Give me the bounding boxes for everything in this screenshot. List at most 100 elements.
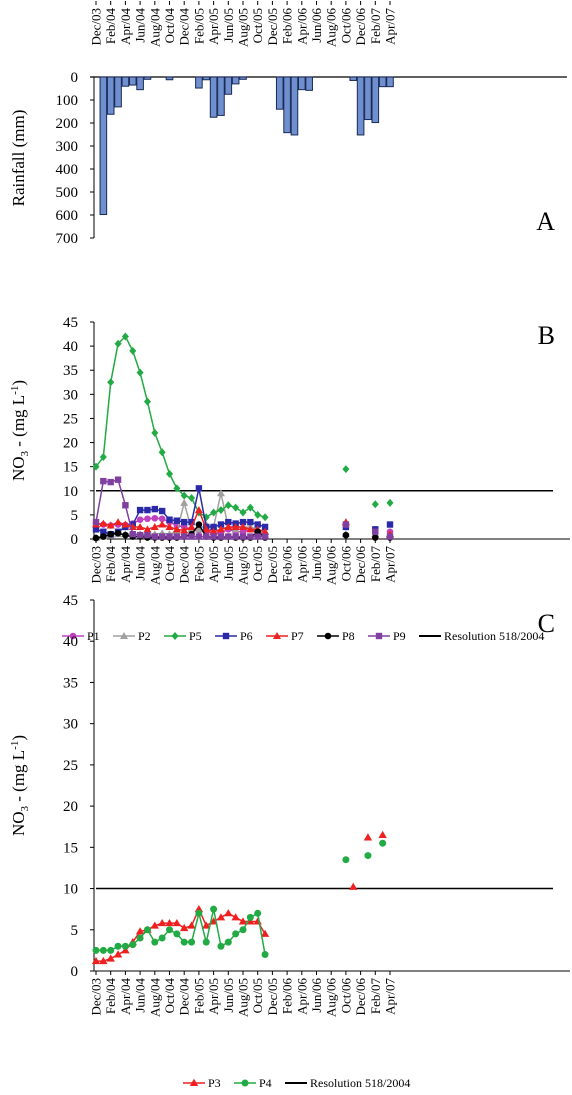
chart-c-point-p3 xyxy=(91,956,101,965)
chart-b-point-p9 xyxy=(151,533,158,540)
chart-b-x-tick-label: Aug/06 xyxy=(324,546,339,586)
chart-b-point-p2 xyxy=(216,489,225,497)
chart-a-bar xyxy=(305,76,313,91)
chart-b-point-p9 xyxy=(92,518,100,526)
chart-c-x-tick-label: Oct/05 xyxy=(250,978,265,1013)
chart-b-x-tick-label: Jun/04 xyxy=(133,546,148,581)
chart-c-x-tick-label: Feb/04 xyxy=(103,978,118,1015)
chart-b-point-p7 xyxy=(202,525,211,533)
chart-c-point-p4 xyxy=(107,946,115,954)
chart-c-point-p4 xyxy=(121,942,129,950)
chart-c-point-p4 xyxy=(232,930,240,938)
chart-b-x-tick-label: Oct/06 xyxy=(338,546,353,582)
chart-b-x-tick-label: Feb/07 xyxy=(368,546,383,583)
chart-c-point-p4 xyxy=(99,946,107,954)
chart-a-bar xyxy=(356,76,365,136)
chart-b-point-p8 xyxy=(122,531,129,539)
chart-a-bar xyxy=(231,76,240,85)
chart-a-y-tick-label: 100 xyxy=(56,93,79,109)
chart-b-panel-label: B xyxy=(538,321,555,350)
chart-a-bar xyxy=(121,76,130,87)
chart-b-x-tick-label: Aug/04 xyxy=(147,546,162,586)
chart-a-x-tick-label: Feb/06 xyxy=(280,8,295,45)
chart-b-x-tick-label: Apr/05 xyxy=(206,546,221,583)
chart-b-x-tick-label: Oct/05 xyxy=(250,546,265,581)
chart-c-point-p4 xyxy=(166,926,173,934)
chart-c-point-p3 xyxy=(165,918,174,927)
chart-c-x-tick-label: Aug/05 xyxy=(236,978,251,1017)
chart-b-point-p7 xyxy=(136,522,145,530)
chart-b-legend-marker-p2 xyxy=(120,632,128,639)
chart-c-y-tick-label: 5 xyxy=(71,923,79,939)
chart-c-x-tick-label: Apr/05 xyxy=(206,978,221,1015)
chart-a-x-tick-label: Aug/05 xyxy=(236,8,251,47)
chart-c-point-p3 xyxy=(135,927,145,935)
chart-c-point-p3 xyxy=(194,904,204,913)
chart-c-point-p4 xyxy=(188,938,196,946)
chart-c-x-tick-label: Dec/06 xyxy=(353,978,368,1016)
chart-b-point-p6 xyxy=(144,506,151,514)
chart-b-point-p6 xyxy=(254,521,261,528)
chart-b-legend-label-p5: P5 xyxy=(189,629,202,643)
chart-c-point-p4 xyxy=(210,905,218,913)
chart-c-x-tick-label: Feb/07 xyxy=(368,978,383,1015)
chart-b-x-tick-label: Aug/05 xyxy=(236,546,251,585)
chart-c-y-tick-label: 40 xyxy=(63,634,78,650)
chart-c-x-tick-label: Feb/06 xyxy=(280,978,295,1015)
chart-b-point-p6 xyxy=(181,518,188,526)
chart-c-x-tick-label: Aug/04 xyxy=(147,978,162,1018)
chart-c-legend-label-p4: P4 xyxy=(259,1076,272,1090)
chart-c-point-p4 xyxy=(195,909,203,917)
chart-b-x-tick-label: Dec/05 xyxy=(265,546,280,584)
chart-b-point-p6 xyxy=(386,521,394,528)
chart-b-point-p8 xyxy=(114,529,122,537)
chart-b-x-tick-label: Oct/04 xyxy=(162,546,177,582)
chart-c-point-p4 xyxy=(173,930,181,938)
chart-b-point-p7 xyxy=(180,526,189,534)
chart-b-y-axis-title: NO3 - (mg L-1) xyxy=(9,380,31,481)
chart-b-y-tick-label: 40 xyxy=(63,339,78,355)
chart-b-point-p9 xyxy=(107,478,114,486)
chart-a-bar xyxy=(143,76,152,80)
chart-a: Dec/03 Feb/04 Apr/04 Jun/04 Aug/04 Oct/04 Dec/… xyxy=(9,1,567,247)
chart-b-point-p9 xyxy=(181,533,188,540)
chart-c-point-p3 xyxy=(106,954,115,962)
chart-b-point-p6 xyxy=(166,516,173,523)
chart-b-legend-label-p8: P8 xyxy=(342,629,355,643)
chart-c-legend-marker-p3 xyxy=(189,1078,199,1086)
chart-b-point-p9 xyxy=(386,533,394,540)
chart-b-point-p9 xyxy=(195,533,203,540)
chart-a-y-tick-label: 300 xyxy=(56,139,79,155)
chart-c-x-tick-label: Dec/04 xyxy=(177,978,192,1016)
chart-c-x-tick-label: Apr/04 xyxy=(118,978,133,1015)
chart-b-point-p1 xyxy=(144,515,151,523)
chart-a-bar xyxy=(378,76,387,88)
chart-a-bar xyxy=(128,76,137,86)
chart-b-point-p9 xyxy=(232,533,239,540)
chart-a-y-tick-label: 0 xyxy=(71,70,79,86)
chart-b-y-tick-label: 15 xyxy=(63,460,78,476)
chart-b-point-p6 xyxy=(195,485,203,492)
chart-c-x-tick-label: Aug/06 xyxy=(324,978,339,1018)
chart-b-point-p1 xyxy=(136,516,144,524)
chart-b-point-p5 xyxy=(188,494,196,503)
chart-b-point-p5 xyxy=(129,346,137,355)
chart-a-x-tick-label: Apr/07 xyxy=(383,8,398,45)
chart-c-point-p4 xyxy=(364,852,372,860)
chart-b-point-p6 xyxy=(210,523,217,531)
chart-c-legend-marker-p4 xyxy=(241,1079,249,1087)
chart-b-point-p8 xyxy=(100,533,107,540)
chart-a-y-tick-label: 500 xyxy=(56,185,79,201)
chart-b-x-tick-label: Feb/04 xyxy=(103,546,118,583)
chart-b-point-p6 xyxy=(92,526,100,533)
chart-a-x-tick-label: Apr/06 xyxy=(294,8,309,45)
chart-c-point-p3 xyxy=(121,946,130,954)
chart-a-x-tick-label: Apr/05 xyxy=(206,8,221,45)
chart-c-x-tick-label: Dec/03 xyxy=(89,978,104,1016)
chart-c-point-p3 xyxy=(260,929,270,937)
chart-c-x-tick-label: Jun/04 xyxy=(133,978,148,1013)
chart-b-point-p5 xyxy=(254,510,262,519)
chart-a-x-tick-label: Feb/05 xyxy=(191,8,206,44)
chart-b-legend-marker-p5 xyxy=(171,632,179,640)
